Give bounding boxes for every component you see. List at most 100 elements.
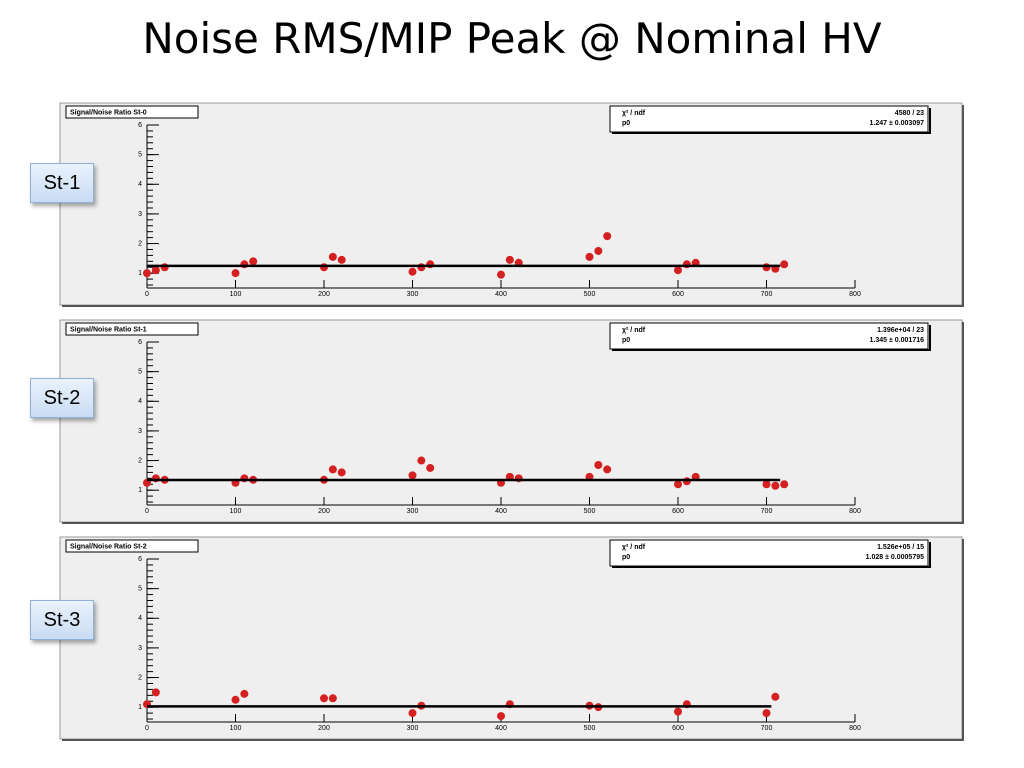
x-tick-label: 800 [849,508,861,515]
data-point [585,252,594,261]
y-tick-label: 3 [138,211,142,218]
stats-box [609,105,929,133]
data-point [594,460,603,469]
x-tick-label: 100 [230,508,242,515]
data-point [674,480,682,489]
y-tick-label: 6 [138,122,142,129]
data-point [497,270,505,279]
title-box [65,539,199,553]
stats-value: 1.526e+05 / 15 [877,544,924,551]
data-point [408,471,417,480]
data-point [594,246,603,255]
y-tick-label: 5 [138,151,142,158]
y-tick-label: 5 [138,585,142,592]
data-point [328,465,337,474]
data-point [231,695,240,704]
stats-name: χ² / ndf [622,327,646,334]
x-tick-label: 100 [230,291,242,298]
data-point [231,269,240,278]
data-point [780,260,789,269]
x-tick-label: 0 [145,725,149,732]
data-point [674,707,682,716]
y-tick-label: 3 [138,428,142,435]
data-point [328,252,337,261]
y-tick-label: 6 [138,339,142,346]
x-tick-label: 500 [584,291,596,298]
data-point [160,263,169,272]
data-point [780,480,789,489]
data-point [240,689,249,698]
y-tick-label: 1 [138,487,142,494]
station-label: St-1 [30,163,94,203]
y-tick-label: 4 [138,615,142,622]
stats-value: 4580 / 23 [895,110,924,117]
data-point [682,477,691,486]
x-tick-label: 800 [849,725,861,732]
data-point [426,463,435,472]
stats-name: χ² / ndf [622,544,646,551]
y-tick-label: 2 [138,240,142,247]
data-point [417,263,426,272]
x-tick-label: 200 [318,725,330,732]
data-point [762,709,771,718]
chart-title: Signal/Noise Ratio St-1 [70,326,147,333]
x-tick-label: 0 [145,291,149,298]
title-box [65,105,199,119]
y-tick-label: 4 [138,398,142,405]
x-tick-label: 600 [672,291,684,298]
data-point [151,688,160,697]
stats-value: 1.247 ± 0.003097 [870,120,925,127]
x-tick-label: 100 [230,725,242,732]
x-tick-label: 300 [407,291,419,298]
panel [59,319,963,523]
chart-title: Signal/Noise Ratio St-2 [70,543,147,550]
panel [59,102,963,306]
data-point [603,232,612,241]
data-point [762,263,771,272]
x-tick-label: 500 [584,725,596,732]
stats-value: 1.396e+04 / 23 [877,327,924,334]
x-tick-label: 400 [495,508,507,515]
y-tick-label: 2 [138,457,142,464]
chart-title: Signal/Noise Ratio St-0 [70,109,147,116]
data-point [249,257,258,266]
x-tick-label: 800 [849,291,861,298]
data-point [674,266,682,275]
y-tick-label: 1 [138,704,142,711]
y-tick-label: 1 [138,270,142,277]
station-label: St-3 [30,600,94,640]
data-point [771,481,780,490]
x-tick-label: 200 [318,291,330,298]
x-tick-label: 600 [672,725,684,732]
x-tick-label: 300 [407,508,419,515]
x-tick-label: 300 [407,725,419,732]
data-point [151,266,160,275]
stats-name: p0 [622,120,630,127]
data-point [762,480,771,489]
stats-name: χ² / ndf [622,110,646,117]
x-tick-label: 700 [761,725,773,732]
y-tick-label: 6 [138,556,142,563]
data-point [320,694,328,703]
stats-value: 1.345 ± 0.001716 [870,337,925,344]
data-point [408,267,417,276]
x-tick-label: 400 [495,291,507,298]
x-tick-label: 400 [495,725,507,732]
x-tick-label: 0 [145,508,149,515]
data-point [417,456,426,465]
x-tick-label: 700 [761,291,773,298]
y-tick-label: 3 [138,645,142,652]
data-point [408,709,417,718]
y-tick-label: 4 [138,181,142,188]
data-point [143,269,151,278]
data-point [320,263,328,272]
stats-value: 1.028 ± 0.0005795 [866,554,924,561]
y-tick-label: 2 [138,674,142,681]
stats-name: p0 [622,337,630,344]
slide-title: Noise RMS/MIP Peak @ Nominal HV [142,14,882,63]
data-point [603,465,612,474]
x-tick-label: 500 [584,508,596,515]
stats-name: p0 [622,554,630,561]
